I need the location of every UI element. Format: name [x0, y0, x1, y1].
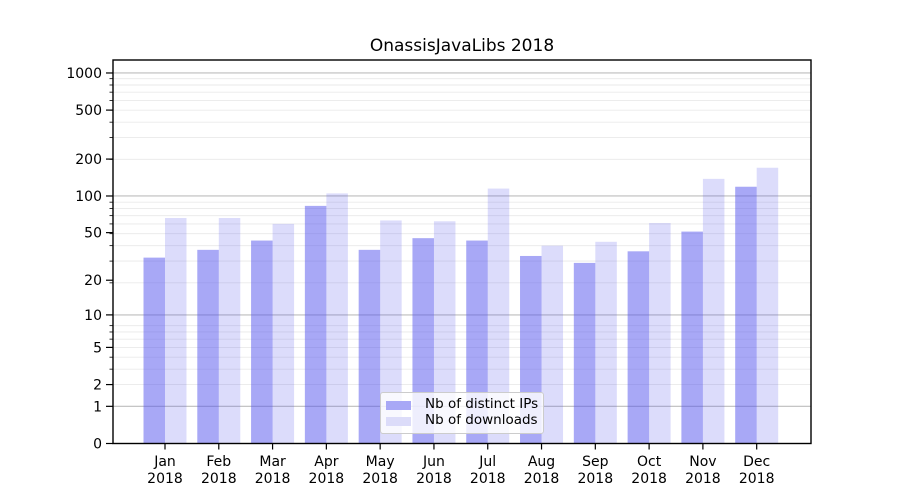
y-tick-label: 100 [75, 189, 102, 205]
x-tick-label-year: 2018 [631, 471, 667, 487]
bar-downloads [487, 188, 510, 444]
axes-border [112, 59, 812, 445]
bar-distinct-ips [197, 249, 219, 444]
legend-label-distinct-ips: Nb of distinct IPs [425, 396, 539, 413]
x-tick-label-month: Oct [637, 454, 662, 470]
x-tick-label-month: Jul [478, 454, 496, 470]
x-tick-label-year: 2018 [416, 471, 452, 487]
x-tick-label-month: May [366, 454, 395, 470]
x-tick-label-month: Sep [582, 454, 609, 470]
x-tick-label-year: 2018 [147, 471, 183, 487]
bar-distinct-ips [304, 205, 327, 444]
bar-downloads [165, 217, 187, 444]
bar-distinct-ips [573, 262, 596, 444]
y-tick-label: 2 [93, 378, 102, 394]
y-tick-label: 1 [93, 399, 102, 415]
x-tick-label-year: 2018 [470, 471, 506, 487]
bar-downloads [218, 217, 241, 444]
y-tick-label: 20 [84, 273, 102, 289]
x-tick-label-month: Mar [259, 454, 286, 470]
y-tick-label: 0 [93, 437, 102, 453]
bar-downloads [326, 193, 348, 444]
bar-downloads [756, 167, 779, 444]
chart-title: OnassisJavaLibs 2018 [369, 36, 555, 56]
bar-distinct-ips [681, 231, 703, 444]
bar-downloads [702, 178, 725, 444]
x-tick-label-month: Aug [528, 454, 555, 470]
y-tick-label: 10 [84, 308, 102, 324]
x-tick-label-year: 2018 [524, 471, 560, 487]
x-tick-label-month: Jun [422, 454, 445, 470]
x-tick-label-year: 2018 [309, 471, 345, 487]
legend-entry-distinct-ips: Nb of distinct IPs [386, 396, 539, 413]
x-tick-label-month: Jan [153, 454, 176, 470]
bar-downloads [433, 221, 456, 444]
x-tick-label-month: Nov [689, 454, 716, 470]
x-tick-label-year: 2018 [577, 471, 613, 487]
x-tick-label-month: Apr [314, 454, 338, 470]
bar-distinct-ips [358, 249, 381, 444]
legend-entry-downloads: Nb of downloads [386, 412, 538, 429]
x-tick-label-year: 2018 [685, 471, 721, 487]
bar-downloads [649, 223, 671, 444]
bar-downloads [595, 241, 617, 444]
bar-downloads [541, 245, 564, 444]
legend: Nb of distinct IPs Nb of downloads [380, 392, 544, 434]
legend-label-downloads: Nb of downloads [425, 412, 538, 429]
legend-swatch-distinct-ips [386, 400, 411, 410]
y-tick-label: 50 [84, 226, 102, 242]
x-tick-label-month: Feb [206, 454, 231, 470]
y-tick-label: 500 [75, 103, 102, 119]
x-tick-label-year: 2018 [201, 471, 237, 487]
y-tick-label: 1000 [66, 66, 102, 82]
x-tick-label-year: 2018 [362, 471, 398, 487]
bar-distinct-ips [143, 257, 165, 444]
bar-downloads [380, 220, 402, 444]
bar-distinct-ips [627, 251, 650, 444]
y-tick-label: 5 [93, 340, 102, 356]
bar-downloads [272, 223, 295, 444]
x-tick-label-year: 2018 [739, 471, 775, 487]
x-tick-label-year: 2018 [255, 471, 291, 487]
y-tick-label: 200 [75, 152, 102, 168]
bar-distinct-ips [735, 186, 757, 444]
bar-distinct-ips [251, 240, 273, 444]
legend-swatch-downloads [386, 416, 411, 426]
x-tick-label-month: Dec [743, 454, 770, 470]
